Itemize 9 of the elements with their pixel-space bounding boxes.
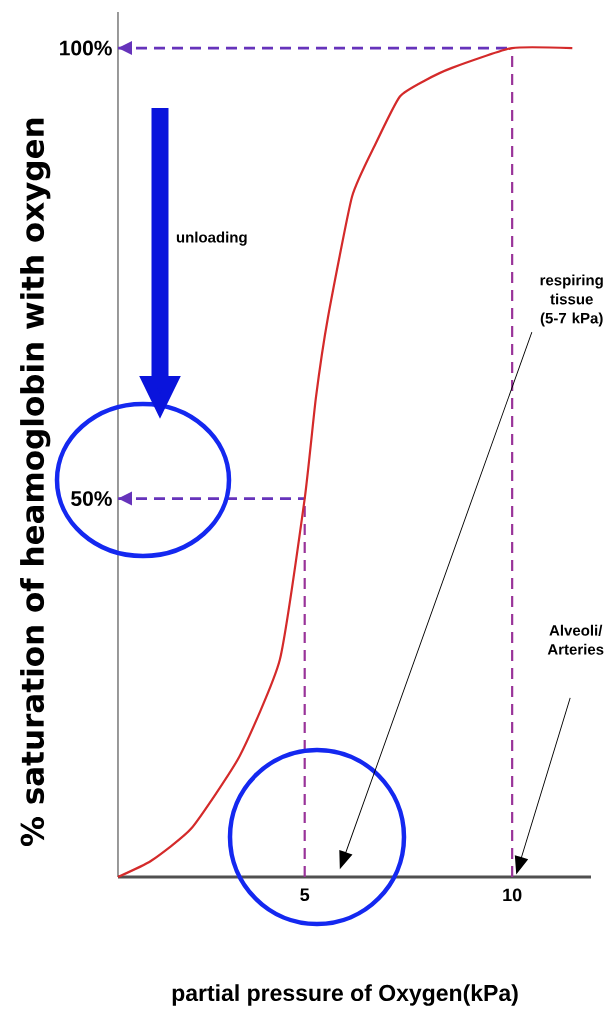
x-axis-title: partial pressure of Oxygen(kPa)	[172, 984, 518, 1006]
x-tick-label: 5	[300, 888, 310, 902]
annotation: unloading	[176, 231, 247, 246]
x-tick-label: 10	[503, 888, 522, 902]
y-tick-label: 100%	[60, 40, 112, 56]
annotation: Alveoli/ Arteries	[547, 624, 604, 655]
y-tick-label: 50%	[71, 491, 112, 506]
y-axis-title: % saturation of heamoglobin with oxygen	[20, 118, 51, 846]
annotation: respiring tissue (5-7 kPa)	[540, 274, 603, 327]
